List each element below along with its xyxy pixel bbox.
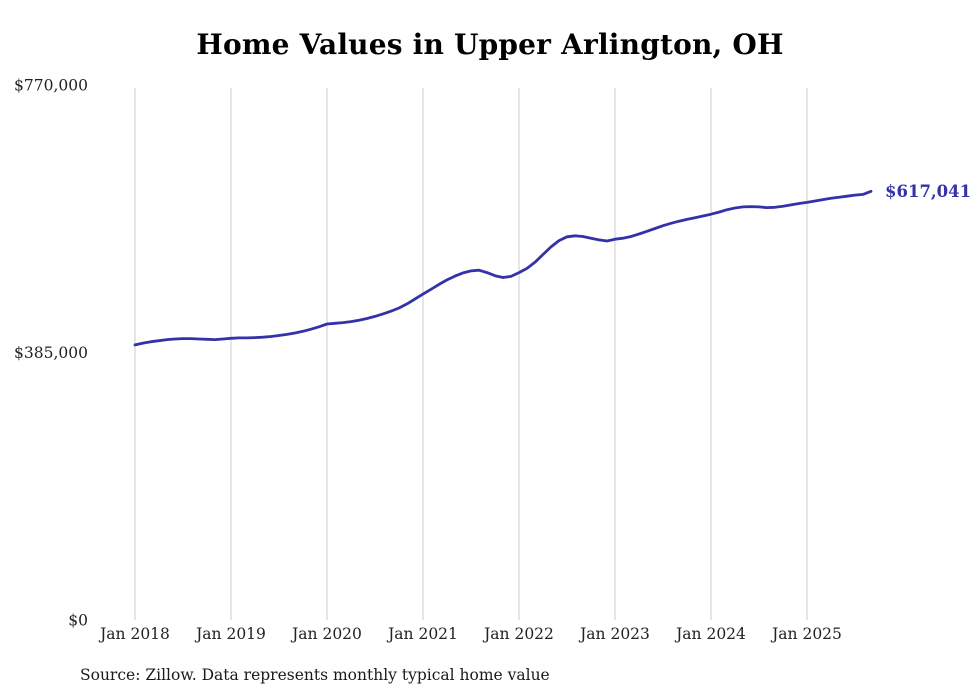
x-tick-label: Jan 2019	[194, 625, 266, 643]
x-tick-label: Jan 2021	[386, 625, 458, 643]
chart-title: Home Values in Upper Arlington, OH	[196, 28, 784, 61]
x-tick-label: Jan 2023	[578, 625, 650, 643]
home-value-series-line	[133, 189, 873, 347]
y-tick-label: $0	[68, 612, 88, 630]
x-tick-label: Jan 2018	[98, 625, 170, 643]
end-value-label: $617,041	[885, 182, 971, 201]
x-tick-label: Jan 2024	[674, 625, 746, 643]
y-tick-label: $770,000	[14, 77, 88, 95]
source-note: Source: Zillow. Data represents monthly …	[80, 666, 550, 684]
x-tick-label: Jan 2025	[770, 625, 842, 643]
x-tick-label: Jan 2022	[482, 625, 554, 643]
x-tick-label: Jan 2020	[290, 625, 362, 643]
y-tick-label: $385,000	[14, 344, 88, 362]
